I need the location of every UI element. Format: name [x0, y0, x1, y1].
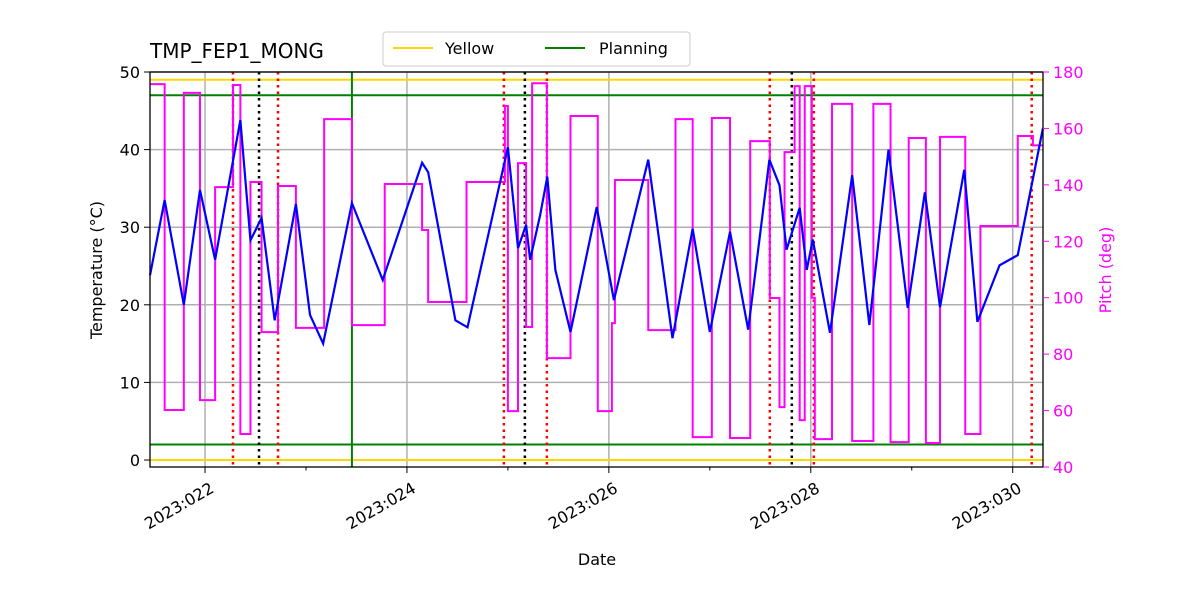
- pitch-series-line: [150, 82, 1043, 445]
- y2-tick-label: 40: [1053, 458, 1073, 477]
- y2-tick-label: 160: [1053, 119, 1084, 138]
- legend-box: [382, 31, 691, 67]
- x-tick-label: 2023:026: [545, 478, 621, 533]
- y2-tick-label: 120: [1053, 232, 1084, 251]
- y-tick-label: 30: [120, 218, 140, 237]
- y-tick-label: 20: [120, 296, 140, 315]
- y2-tick-label: 100: [1053, 289, 1084, 308]
- legend: Yellow Planning: [382, 31, 691, 67]
- x-tick-label: 2023:024: [343, 478, 419, 533]
- x-tick-label: 2023:022: [141, 478, 217, 533]
- y-tick-label: 40: [120, 141, 140, 160]
- y-tick-label: 50: [120, 63, 140, 82]
- x-tick-label: 2023:028: [747, 478, 823, 533]
- y2-tick-label: 180: [1053, 63, 1084, 82]
- y-tick-label: 10: [120, 373, 140, 392]
- chart-title: TMP_FEP1_MONG: [149, 39, 324, 63]
- y2-axis-label: Pitch (deg): [1096, 227, 1115, 314]
- x-tick-label: 2023:030: [949, 478, 1025, 533]
- y2-tick-label: 140: [1053, 176, 1084, 195]
- plot-area: 2023:022 2023:024 2023:026 2023:028 2023:030…: [120, 63, 1084, 533]
- legend-label-planning: Planning: [599, 39, 668, 58]
- y-axis-label: Temperature (°C): [87, 201, 106, 340]
- legend-label-yellow: Yellow: [444, 39, 494, 58]
- plot-frame: [149, 71, 1044, 468]
- y-tick-label: 0: [130, 451, 140, 470]
- temperature-series-line: [148, 119, 1045, 348]
- x-axis-label: Date: [578, 550, 616, 569]
- y2-tick-label: 80: [1053, 345, 1073, 364]
- y2-tick-label: 60: [1053, 402, 1073, 421]
